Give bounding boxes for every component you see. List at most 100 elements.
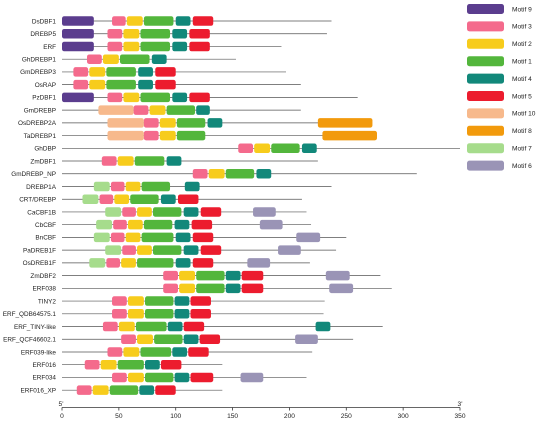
legend-item: Motif 9: [467, 4, 532, 14]
x-axis-start-label: 5': [59, 401, 64, 408]
motif-4-block: [184, 181, 200, 192]
motif-4-block: [174, 372, 190, 383]
motif-7-block: [96, 219, 113, 230]
motif-1-block: [141, 181, 171, 192]
motif-4-block: [145, 359, 160, 370]
motif-4-block: [138, 67, 153, 77]
motif-3-block: [112, 296, 127, 306]
motif-3-block: [113, 219, 127, 230]
sequence-rows: DsDBF1 DREBP5 ERF GhDREBP1 GmDREBP3 OsRAP PzDB…: [3, 16, 460, 395]
sequence-row: ERF: [43, 41, 282, 52]
motif-6-block: [329, 283, 354, 294]
sequence-label: PaDREB1F: [23, 247, 56, 254]
motif-2-block: [137, 245, 152, 255]
legend-item: Motif 8: [467, 125, 532, 136]
sequence-label: ERF039-like: [21, 349, 57, 356]
motif-6-block: [295, 334, 318, 344]
motif-2-block: [208, 169, 225, 179]
legend-label: Motif 8: [512, 128, 532, 135]
sequence-row: GmDREBP3: [20, 67, 287, 77]
motif-7-block: [82, 194, 99, 204]
motif-5-block: [241, 283, 264, 294]
motif-2-block: [117, 156, 134, 166]
sequence-label: DsDBF1: [32, 18, 57, 25]
legend-swatch: [467, 125, 504, 136]
sequence-label: GmDREBP3: [20, 69, 56, 76]
motif-4-block: [183, 245, 199, 255]
motif-3-block: [101, 156, 117, 166]
motif-5-block: [200, 207, 222, 217]
motif-1-block: [141, 232, 174, 243]
motif-4-block: [160, 194, 176, 204]
motif-2-block: [127, 309, 144, 319]
motif-7-block: [93, 181, 110, 192]
motif-7-block: [105, 245, 122, 255]
sequence-label: BnCBF: [35, 235, 56, 242]
motif-4-block: [151, 54, 167, 64]
motif-5-block: [155, 385, 176, 395]
motif-8-block: [322, 130, 377, 141]
motif-2-block: [102, 54, 119, 64]
motif-1-block: [271, 143, 300, 154]
motif-1-block: [166, 105, 196, 115]
motif-6-block: [296, 232, 321, 243]
motif-9-block: [62, 28, 94, 39]
motif-2-block: [127, 372, 144, 383]
motif-3-block: [107, 28, 123, 39]
legend-swatch: [467, 4, 504, 14]
motif-3-block: [112, 372, 127, 383]
legend-item: Motif 2: [467, 38, 532, 49]
motif-1-block: [119, 54, 150, 64]
sequence-row: ERF034: [33, 372, 307, 383]
motif-4-block: [175, 232, 191, 243]
motif-2-block: [89, 67, 106, 77]
motif-4-block: [225, 283, 241, 294]
motif-9-block: [62, 16, 94, 26]
motif-4-block: [166, 156, 182, 166]
motif-3-block: [143, 130, 159, 141]
motif-5-block: [189, 92, 210, 103]
sequence-row: PaDREB1F: [23, 245, 337, 255]
motif-2-block: [254, 143, 271, 154]
motif-5-block: [192, 258, 214, 268]
sequence-label: OsRAP: [35, 82, 56, 89]
motif-3-block: [84, 359, 100, 370]
sequence-label: TINY2: [38, 298, 57, 305]
motif-4-block: [315, 321, 331, 332]
motif-4-block: [172, 41, 188, 52]
sequence-label: CRT/DREBP: [19, 197, 56, 204]
motif-4-block: [174, 219, 190, 230]
motif-1-block: [176, 118, 206, 128]
motif-2-block: [159, 130, 176, 141]
motif-9-block: [62, 92, 94, 103]
motif-5-block: [200, 245, 222, 255]
motif-2-block: [100, 359, 117, 370]
motif-2-block: [127, 296, 144, 306]
legend-item: Motif 10: [467, 108, 536, 119]
motif-4-block: [196, 105, 210, 115]
motif-2-block: [114, 194, 130, 204]
legend: Motif 9 Motif 3 Motif 2 Motif 1 Motif 4 Motif…: [467, 4, 536, 171]
motif-4-block: [174, 296, 190, 306]
sequence-row: CRT/DREBP: [19, 194, 302, 204]
motif-2-block: [121, 258, 136, 268]
sequence-label: GhDBP: [34, 146, 56, 153]
sequence-label: GhDREBP1: [22, 56, 57, 63]
motif-5-block: [188, 347, 209, 357]
motif-2-block: [125, 232, 141, 243]
motif-3-block: [238, 143, 254, 154]
legend-label: Motif 9: [512, 6, 532, 13]
legend-swatch: [467, 160, 504, 171]
motif-10-block: [98, 105, 134, 115]
motif-3-block: [163, 270, 178, 281]
motif-6-block: [253, 207, 276, 217]
sequence-row: TaDREBP1: [24, 130, 377, 141]
motif-2-block: [125, 181, 141, 192]
legend-swatch: [467, 73, 504, 84]
legend-swatch: [467, 56, 504, 67]
sequence-label: ZmDBF2: [30, 273, 56, 280]
motif-3-block: [112, 309, 127, 319]
x-tick-label: 150: [227, 413, 238, 420]
motif-2-block: [126, 16, 143, 26]
motif-3-block: [121, 334, 136, 344]
